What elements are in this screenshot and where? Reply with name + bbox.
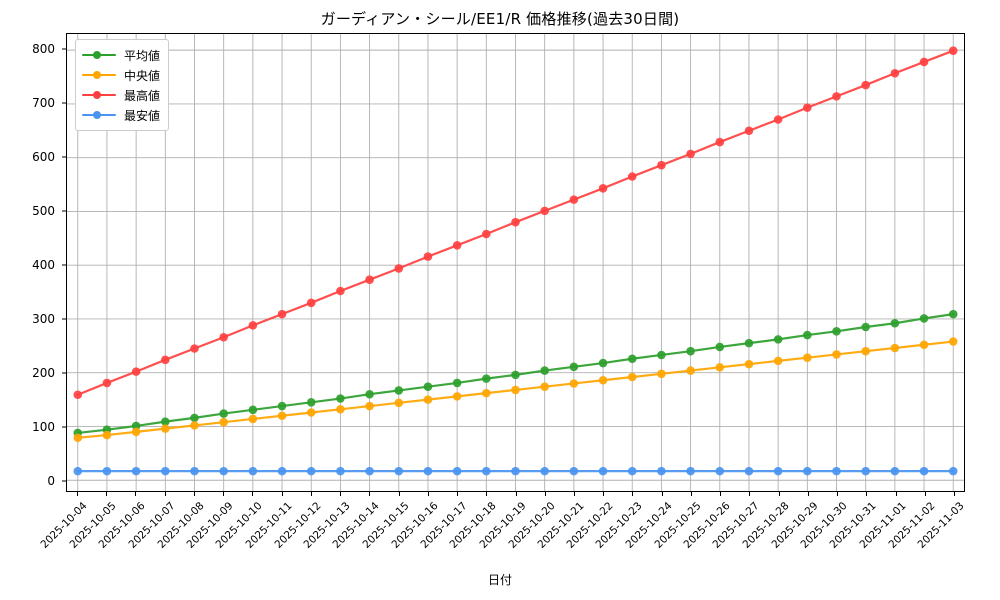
x-tick-mark: [135, 492, 137, 496]
x-tick-mark: [76, 492, 78, 496]
x-tick-mark: [924, 492, 926, 496]
y-axis-ticks: 0 100 200 300 400 500 600 700 800: [0, 33, 66, 492]
legend-item[interactable]: 最高値: [82, 85, 160, 105]
x-tick-mark: [749, 492, 751, 496]
plot-area: [66, 33, 965, 492]
x-tick-mark: [573, 492, 575, 496]
legend-label: 平均値: [124, 48, 161, 63]
y-tick-mark: [62, 480, 66, 482]
y-tick-label: 300: [32, 312, 55, 327]
x-tick-mark: [193, 492, 195, 496]
x-tick-mark: [252, 492, 254, 496]
x-axis-label: 日付: [487, 573, 512, 587]
x-tick-mark: [486, 492, 488, 496]
y-tick-mark: [62, 264, 66, 266]
x-tick-mark: [398, 492, 400, 496]
x-tick-mark: [457, 492, 458, 496]
x-tick-mark: [720, 492, 722, 496]
x-tick-mark: [515, 492, 517, 496]
series-layer: [73, 46, 958, 476]
legend-item[interactable]: 平均値: [82, 45, 160, 65]
x-tick-mark: [954, 492, 956, 496]
y-tick-label: 100: [32, 420, 55, 435]
x-tick-mark: [807, 492, 809, 496]
legend-item[interactable]: 中央値: [82, 65, 160, 85]
x-tick-mark: [310, 492, 312, 496]
x-tick-mark: [661, 492, 663, 496]
y-tick-mark: [62, 318, 66, 320]
y-tick-mark: [62, 372, 66, 374]
y-tick-mark: [62, 48, 66, 50]
chart-title: ガーディアン・シール/EE1/R 価格推移(過去30日間): [320, 10, 680, 28]
x-tick-mark: [427, 492, 429, 496]
legend-marker-icon: [82, 109, 116, 121]
legend-marker-icon: [82, 69, 116, 81]
x-tick-mark: [837, 492, 839, 496]
x-tick-mark: [690, 492, 692, 496]
grid-lines: [67, 34, 964, 491]
x-axis-ticks: 2025-10-04 2025-10-05 2025-10-06 2025-10-07…: [38, 492, 967, 600]
y-tick-label: 600: [32, 150, 55, 165]
legend-marker-icon: [82, 89, 116, 101]
y-tick-label: 200: [32, 366, 55, 381]
x-tick-mark: [223, 492, 225, 496]
x-tick-mark: [544, 492, 546, 496]
x-tick-mark: [895, 492, 897, 496]
y-tick-label: 400: [32, 258, 55, 273]
y-tick-label: 0: [47, 474, 55, 489]
chart-legend: 平均値中央値最高値最安値: [75, 39, 170, 131]
legend-item[interactable]: 最安値: [82, 105, 160, 125]
y-tick-label: 700: [32, 96, 55, 111]
x-tick-mark: [632, 492, 634, 496]
x-tick-mark: [281, 492, 283, 496]
x-tick-mark: [866, 492, 868, 496]
x-tick-mark: [106, 492, 108, 496]
legend-label: 最高値: [124, 88, 161, 103]
y-tick-label: 800: [32, 42, 55, 57]
x-tick-mark: [603, 492, 605, 496]
x-tick-mark: [369, 492, 371, 496]
x-tick-mark: [164, 492, 166, 496]
y-tick-label: 500: [32, 204, 55, 219]
y-tick-mark: [62, 210, 66, 212]
legend-label: 最安値: [124, 108, 161, 123]
y-tick-mark: [62, 156, 66, 158]
legend-label: 中央値: [124, 68, 161, 83]
x-tick-mark: [340, 492, 341, 496]
x-tick-mark: [778, 492, 780, 496]
y-tick-mark: [62, 426, 66, 428]
legend-marker-icon: [82, 49, 116, 61]
y-tick-mark: [62, 102, 66, 104]
